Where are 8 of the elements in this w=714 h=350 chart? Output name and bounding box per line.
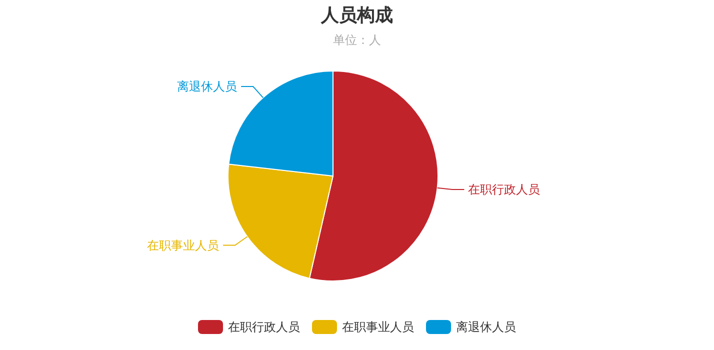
- slice-label: 在职事业人员: [147, 238, 220, 252]
- legend-label: 在职行政人员: [228, 320, 300, 334]
- legend-label: 离退休人员: [456, 320, 516, 334]
- slice-label: 离退休人员: [177, 79, 238, 94]
- chart-title: 人员构成: [320, 5, 393, 26]
- chart-subtitle: 单位：人: [333, 33, 381, 47]
- legend-label: 在职事业人员: [342, 320, 414, 334]
- slice-label: 在职行政人员: [468, 182, 540, 197]
